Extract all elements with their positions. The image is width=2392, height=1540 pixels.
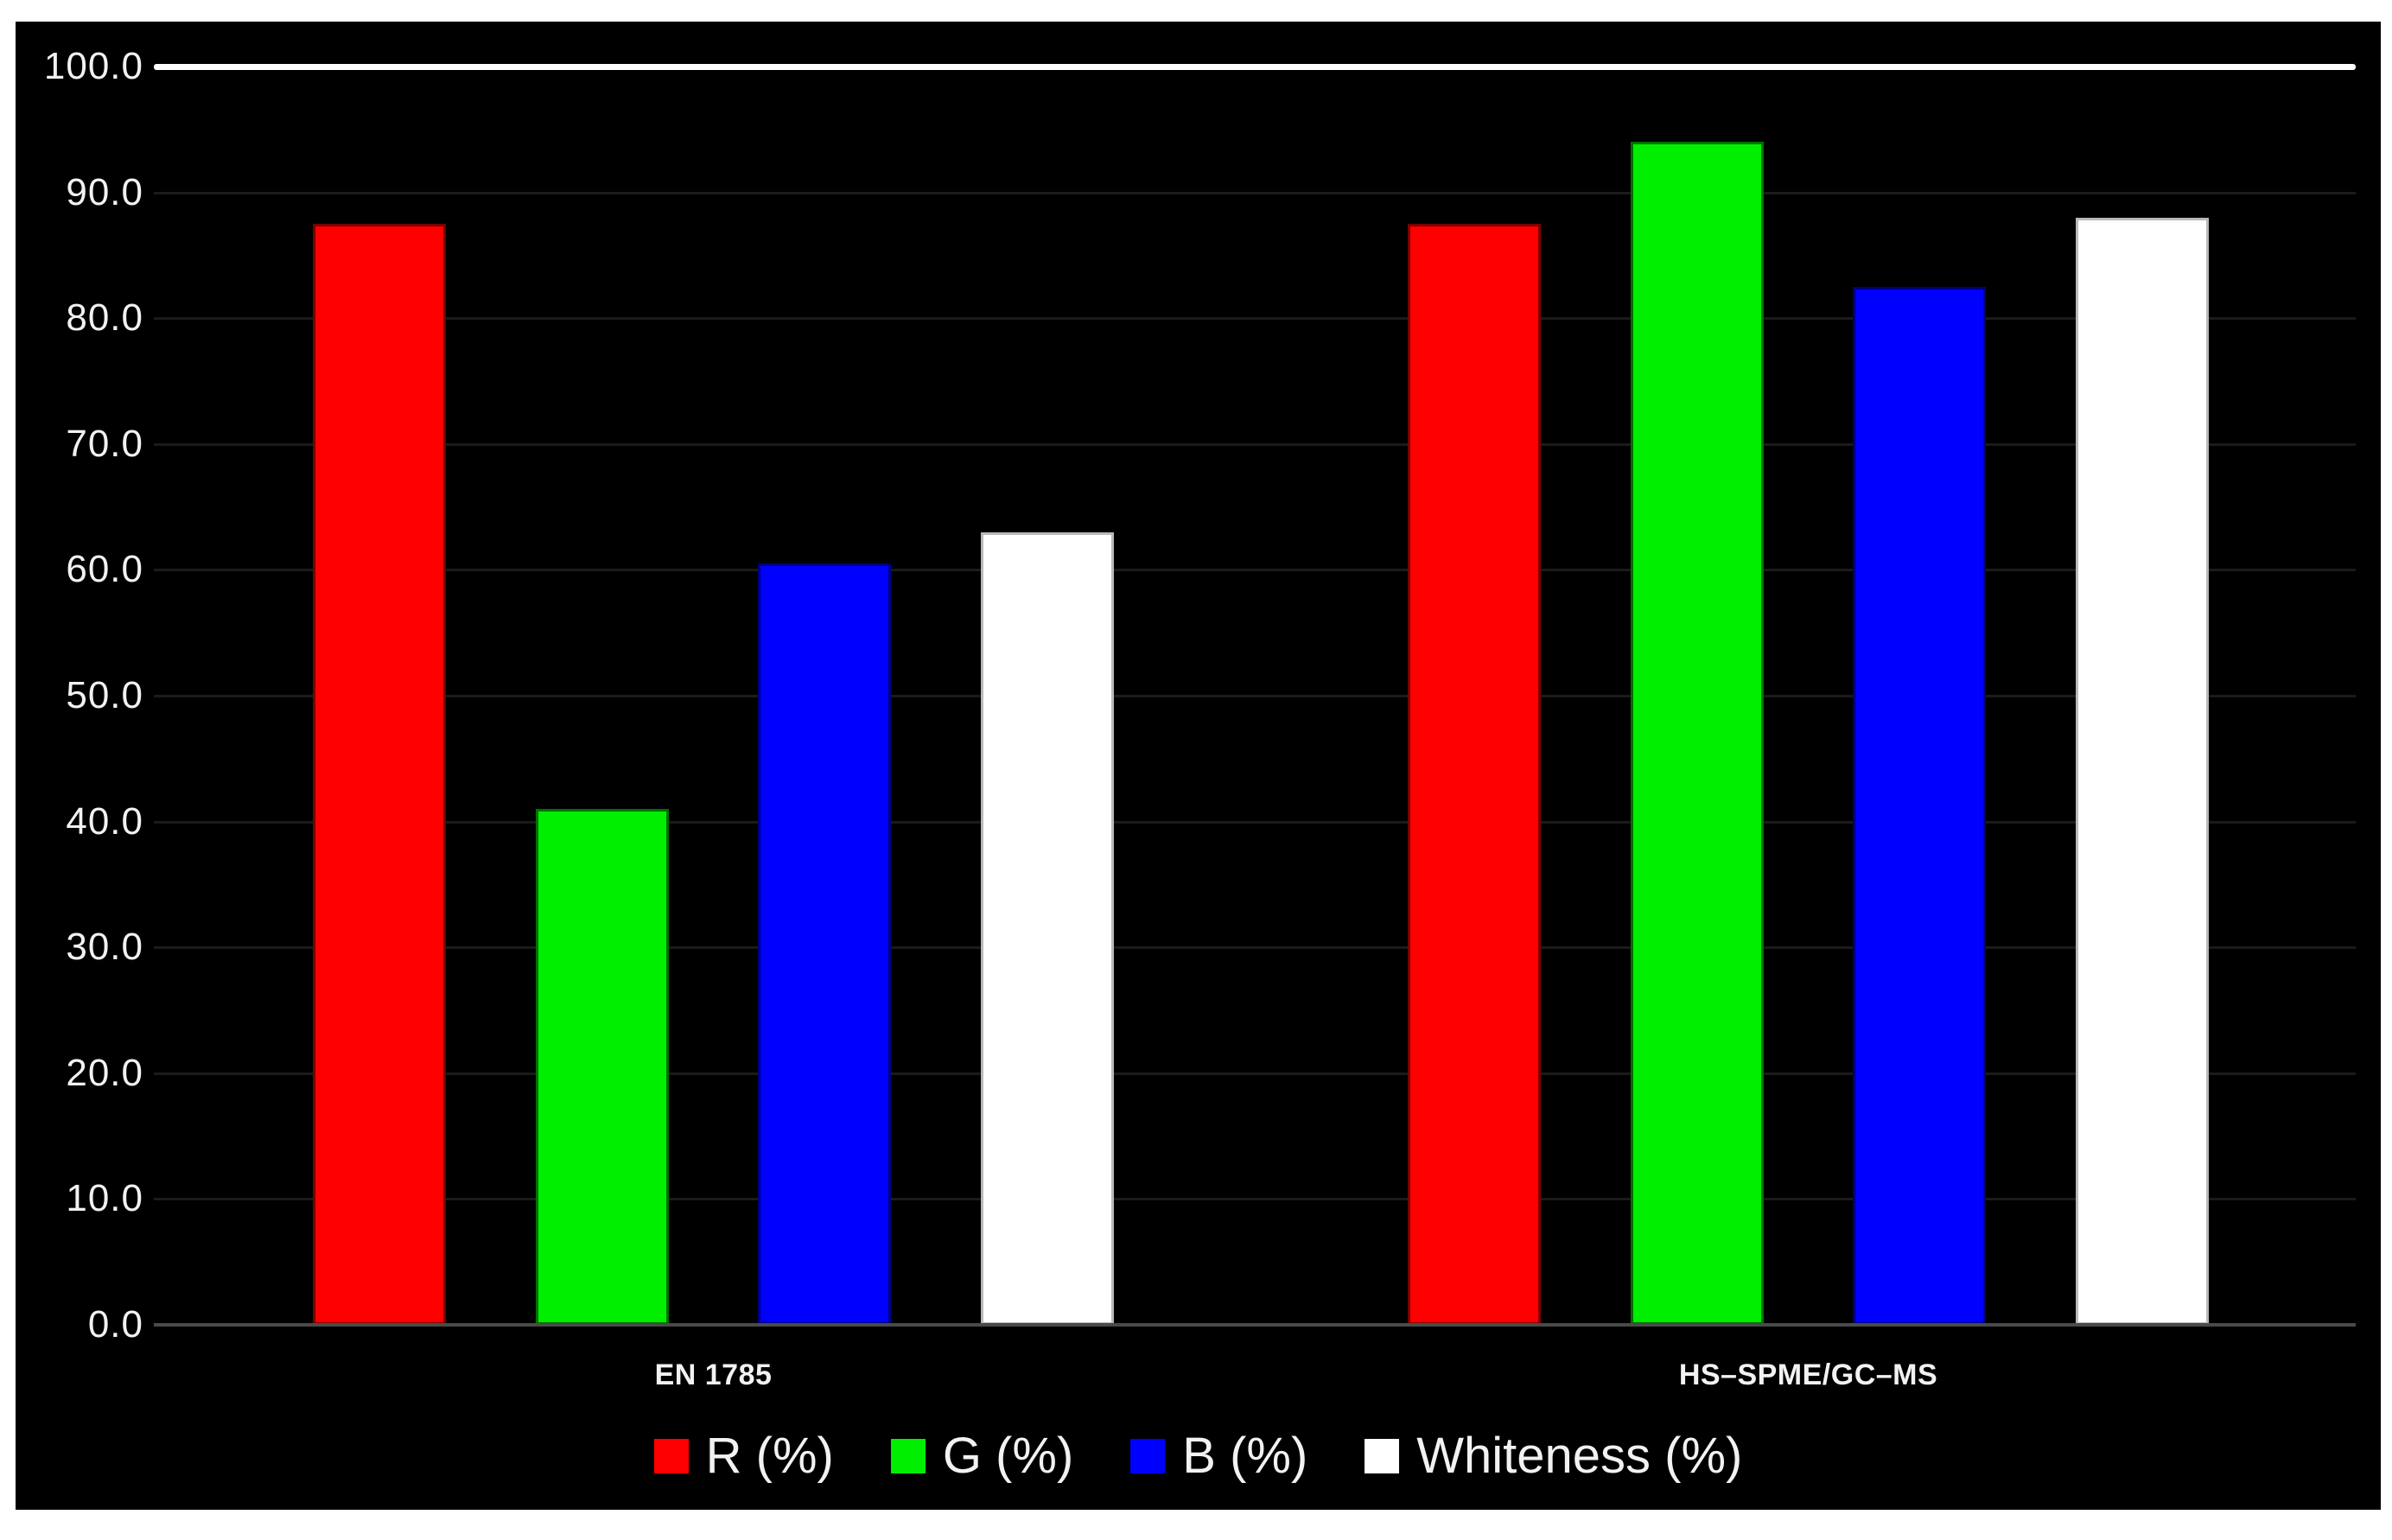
bar-b-group2 <box>1853 286 1986 1325</box>
bar-g-group2 <box>1630 142 1764 1325</box>
y-axis-tick-label: 50.0 <box>66 674 143 716</box>
gridline <box>154 820 2356 824</box>
chart-panel: 0.0 10.0 20.0 30.0 40.0 50.0 60.0 70.0 80.0 90.0 1… <box>16 22 2381 1510</box>
legend-swatch-icon <box>1365 1439 1400 1473</box>
gridline <box>154 1198 2356 1201</box>
legend-label: Whiteness (%) <box>1416 1428 1743 1484</box>
legend-label: B (%) <box>1182 1428 1308 1484</box>
legend-item: B (%) <box>1130 1431 1307 1481</box>
legend-swatch-icon <box>890 1439 926 1473</box>
y-axis-tick-label: 90.0 <box>66 170 143 213</box>
bar-b-group1 <box>758 563 891 1325</box>
legend-item: R (%) <box>653 1428 834 1484</box>
gridline <box>154 695 2356 697</box>
gridline <box>154 1072 2356 1075</box>
y-axis-tick-label: 20.0 <box>66 1051 143 1094</box>
legend-swatch-icon <box>653 1439 689 1473</box>
bar-g-group1 <box>535 809 669 1325</box>
legend-label: G (%) <box>942 1428 1074 1484</box>
legend-swatch-icon <box>1130 1439 1166 1473</box>
y-axis-tick-label: 70.0 <box>66 422 143 465</box>
gridline <box>154 442 2356 446</box>
legend-item: G (%) <box>890 1428 1074 1484</box>
y-axis-tick-label: 40.0 <box>66 799 143 843</box>
gridline-100 <box>154 64 2356 70</box>
bar-r-group1 <box>313 224 446 1325</box>
gridline <box>154 317 2356 321</box>
y-axis-tick-label: 100.0 <box>43 45 143 87</box>
bar-whiteness-group1 <box>980 531 1114 1325</box>
legend: R (%) G (%) B (%) Whiteness (%) <box>16 1415 2381 1498</box>
category-label: HS–SPME/GC–MS <box>1678 1359 1938 1391</box>
y-axis-tick-label: 30.0 <box>66 926 143 969</box>
bar-whiteness-group2 <box>2075 217 2209 1325</box>
gridline <box>154 191 2356 194</box>
gridline <box>154 946 2356 950</box>
y-axis-tick-label: 60.0 <box>66 548 143 591</box>
y-axis-tick-label: 10.0 <box>66 1177 143 1220</box>
bar-r-group2 <box>1408 224 1541 1325</box>
category-label: EN 1785 <box>654 1359 773 1391</box>
plot-area <box>154 64 2356 1325</box>
y-axis-tick-label: 0.0 <box>87 1303 143 1346</box>
legend-label: R (%) <box>705 1428 834 1484</box>
x-axis-line <box>154 1323 2356 1327</box>
legend-item: Whiteness (%) <box>1365 1431 1742 1481</box>
gridline <box>154 569 2356 572</box>
y-axis-tick-label: 80.0 <box>66 296 143 340</box>
